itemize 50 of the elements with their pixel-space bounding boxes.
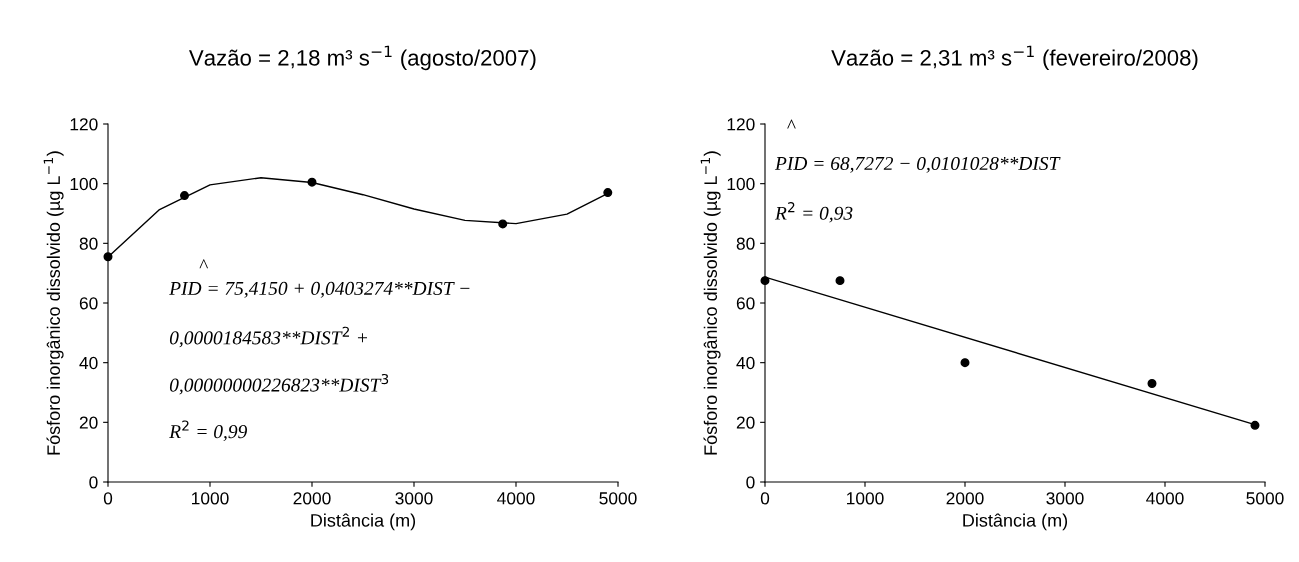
- y-tick-label: 100: [70, 177, 98, 191]
- x-tick-label: 0: [103, 492, 113, 505]
- x-tick-label: 5000: [1246, 492, 1284, 505]
- x-axis-title: Distância (m): [963, 513, 1068, 531]
- point: [307, 177, 317, 187]
- point: [603, 188, 613, 198]
- x-tick-label: 1000: [847, 492, 884, 505]
- x-tick-label: 3000: [1046, 492, 1084, 505]
- y-tick-label: 40: [79, 356, 98, 370]
- x-tick-label: 0: [760, 492, 770, 505]
- y-axis-title: Fósforo inorgânico dissolvido (µg L$^{−1}$): [700, 151, 721, 455]
- x-tick-label: 3000: [395, 492, 433, 505]
- annotation: 0,00000000226823**DIST$^{3}$: [169, 373, 389, 395]
- y-axis-title: Fósforo inorgânico dissolvido (µg L$^{−1}$): [43, 151, 64, 455]
- y-tick-label: 120: [727, 118, 755, 131]
- point: [498, 219, 508, 229]
- annotation: PID = 75,4150 + 0,0403274**DIST −: [169, 281, 470, 298]
- y-tick-label: 0: [89, 476, 98, 489]
- x-tick-label: 2000: [293, 492, 331, 505]
- y-tick-label: 80: [79, 237, 98, 250]
- point: [1147, 379, 1157, 389]
- chart-title: Vazão = 2,18 m³ s$^{−1}$ (agosto/2007): [188, 45, 536, 71]
- y-tick-label: 40: [736, 356, 755, 370]
- y-tick-label: 100: [727, 177, 755, 191]
- point: [103, 252, 113, 262]
- annotation: 0,0000184583**DIST$^{2}$ +: [169, 326, 367, 348]
- point: [835, 276, 845, 286]
- annotation: ^: [199, 259, 209, 269]
- x-tick-label: 1000: [192, 492, 229, 505]
- annotation: R$^{2}$ = 0,93: [774, 202, 853, 223]
- y-tick-label: 60: [79, 297, 98, 310]
- x-tick-label: 5000: [599, 492, 637, 505]
- y-tick-label: 20: [79, 416, 98, 429]
- x-tick-label: 2000: [946, 492, 984, 505]
- point: [960, 358, 970, 368]
- annotation: R$^{2}$ = 0,99: [169, 420, 248, 441]
- y-tick-label: 80: [736, 237, 755, 250]
- annotation: ^: [787, 119, 796, 129]
- x-tick-label: 4000: [1146, 492, 1184, 505]
- y-tick-label: 60: [736, 297, 755, 310]
- x-axis-title: Distância (m): [311, 513, 416, 531]
- point: [180, 191, 189, 201]
- point: [760, 276, 770, 286]
- annotation: PID = 68,7272 − 0,0101028**DIST: [774, 156, 1061, 173]
- x-tick-label: 4000: [497, 492, 535, 505]
- y-tick-label: 20: [736, 416, 755, 429]
- chart-title: Vazão = 2,31 m³ s$^{−1}$ (fevereiro/2008): [831, 45, 1198, 71]
- point: [1250, 420, 1260, 430]
- y-tick-label: 120: [70, 118, 98, 131]
- y-tick-label: 0: [746, 476, 755, 489]
